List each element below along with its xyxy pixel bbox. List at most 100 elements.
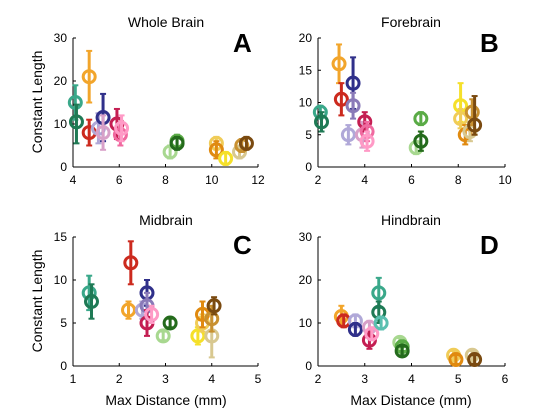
x-tick-label: 3 [361, 372, 368, 386]
data-point [123, 240, 139, 286]
data-point [345, 91, 361, 120]
point-marker [448, 352, 464, 368]
y-tick-label: 15 [54, 230, 68, 244]
point-marker [84, 294, 99, 309]
panel-whole-brain: Whole Brain A Constant Length 4 6 8 10 12 0 10… [29, 14, 265, 187]
data-point [144, 304, 160, 324]
point-marker [364, 326, 380, 342]
point-marker [347, 321, 363, 337]
x-tick-label: 8 [162, 173, 169, 187]
data-point [81, 274, 97, 312]
point-marker [190, 328, 206, 344]
point-marker [155, 328, 171, 344]
y-tick-label: 10 [299, 96, 313, 110]
point-marker [394, 343, 410, 359]
x-tick-label: 6 [502, 372, 509, 386]
data-point [206, 296, 222, 316]
y-tick-label: 10 [54, 273, 68, 287]
x-tick-label: 12 [251, 173, 265, 187]
point-marker [340, 127, 356, 143]
x-tick-label: 1 [70, 372, 77, 386]
x-tick-label: 8 [455, 173, 462, 187]
panel-title: Whole Brain [128, 14, 204, 30]
data-point [413, 111, 429, 127]
y-tick-label: 30 [299, 230, 313, 244]
point-marker [413, 111, 429, 127]
x-tick-label: 2 [315, 173, 322, 187]
y-tick-label: 10 [299, 316, 313, 330]
point-marker [413, 133, 429, 149]
x-tick-label: 2 [116, 372, 123, 386]
panel-title: Hindbrain [381, 212, 441, 228]
x-tick-label: 5 [255, 372, 262, 386]
point-marker [373, 315, 389, 331]
panel-forebrain: Forebrain B 2 4 6 8 10 0 5 10 15 20 [299, 14, 512, 187]
point-marker [162, 315, 178, 331]
panel-letter: B [480, 28, 499, 58]
point-marker [314, 114, 330, 130]
x-tick-label: 5 [455, 372, 462, 386]
x-tick-label: 4 [361, 173, 368, 187]
point-marker [95, 125, 111, 141]
data-point [394, 343, 410, 359]
panel-letter: A [233, 28, 252, 58]
x-tick-label: 4 [208, 372, 215, 386]
x-tick-label: 10 [205, 173, 219, 187]
y-tick-label: 5 [60, 316, 67, 330]
point-marker [333, 91, 349, 107]
data-point [467, 95, 483, 136]
x-tick-label: 10 [498, 173, 512, 187]
y-tick-label: 0 [305, 160, 312, 174]
panel-midbrain: Midbrain C Constant Length Max Distance … [29, 212, 262, 408]
point-marker [114, 120, 130, 136]
point-marker [121, 302, 136, 318]
point-marker [238, 135, 254, 151]
y-tick-label: 0 [60, 359, 67, 373]
point-marker [81, 69, 97, 85]
data-point [413, 130, 429, 152]
data-point [331, 43, 347, 85]
point-marker [453, 111, 469, 127]
y-tick-label: 0 [305, 359, 312, 373]
point-marker [206, 298, 222, 314]
data-point [373, 315, 389, 331]
point-marker [467, 117, 483, 133]
data-point [218, 150, 234, 166]
y-tick-label: 10 [54, 117, 68, 131]
x-tick-label: 4 [70, 173, 77, 187]
data-point [84, 283, 99, 320]
data-point [340, 124, 356, 146]
data-point [347, 321, 363, 337]
point-marker [81, 285, 97, 301]
panel-title: Forebrain [381, 14, 441, 30]
data-point [314, 111, 330, 133]
point-marker [123, 255, 139, 271]
panel-letter: C [233, 230, 252, 260]
x-tick-label: 4 [408, 372, 415, 386]
data-point [467, 352, 483, 368]
data-point [68, 103, 84, 145]
data-point [162, 315, 178, 331]
y-axis-label: Constant Length [29, 250, 45, 353]
data-point [95, 114, 111, 151]
point-marker [68, 114, 84, 130]
panel-hindbrain: Hindbrain D Max Distance (mm) 2 3 4 5 6 0 10 20… [299, 212, 509, 408]
data-point [81, 49, 97, 104]
y-tick-label: 20 [54, 74, 68, 88]
y-tick-label: 20 [299, 31, 313, 45]
data-point [121, 300, 136, 320]
data-point [448, 352, 464, 368]
x-tick-label: 6 [116, 173, 123, 187]
point-marker [371, 285, 387, 301]
y-tick-label: 20 [299, 273, 313, 287]
point-marker [359, 133, 375, 149]
data-point [333, 82, 349, 117]
y-tick-label: 30 [54, 31, 68, 45]
point-marker [218, 150, 234, 166]
point-marker [208, 142, 224, 158]
x-tick-label: 6 [408, 173, 415, 187]
y-axis-label: Constant Length [29, 51, 45, 154]
point-marker [357, 114, 373, 130]
data-point [169, 135, 185, 151]
